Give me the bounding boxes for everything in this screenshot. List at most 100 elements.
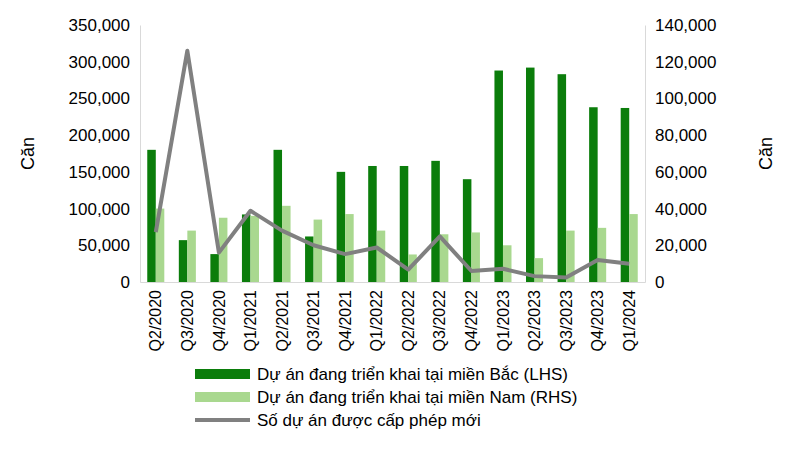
x-tick: Q3/2020 [179, 282, 196, 351]
line [156, 51, 629, 278]
y-tick: 250,000 [69, 89, 140, 108]
legend-label: Dự án đang triển khai tại miền Bắc (LHS) [257, 365, 568, 384]
legend-item: Dự án đang triển khai tại miền Nam (RHS) [195, 388, 577, 407]
legend-swatch [195, 369, 250, 379]
x-tick-label: Q3/2023 [558, 290, 575, 351]
y2-tick: 60,000 [645, 163, 707, 182]
x-tick-label: Q1/2021 [242, 290, 259, 351]
x-tick: Q4/2023 [589, 282, 606, 351]
chart: 0 50,000 100,000 150,000 200,000 250,000 300,0… [0, 0, 804, 458]
x-tick: Q3/2022 [431, 282, 448, 351]
bar [503, 245, 512, 282]
bar [337, 172, 346, 282]
x-tick: Q2/2021 [274, 282, 291, 351]
x-tick: Q2/2020 [147, 282, 164, 351]
y2-tick-label: 20,000 [655, 236, 707, 255]
y-tick-label: 0 [121, 273, 130, 292]
bar [431, 161, 440, 282]
legend-item: Dự án đang triển khai tại miền Bắc (LHS) [195, 365, 568, 384]
x-tick: Q1/2024 [621, 282, 638, 351]
marks [147, 51, 637, 282]
y-tick: 350,000 [69, 16, 140, 35]
x-tick: Q4/2021 [337, 282, 354, 351]
bar [282, 206, 291, 282]
y2-tick: 20,000 [645, 236, 707, 255]
legend-label: Số dự án được cấp phép mới [257, 411, 481, 430]
x-tick-label: Q2/2022 [400, 290, 417, 351]
bar [589, 107, 598, 282]
y2-tick-label: 140,000 [655, 16, 716, 35]
x-tick-label: Q2/2020 [147, 290, 164, 351]
y-tick-label: 250,000 [69, 89, 130, 108]
y-tick: 0 [121, 273, 140, 292]
y-tick: 150,000 [69, 163, 140, 182]
y-tick-label: 300,000 [69, 53, 130, 72]
y-tick: 100,000 [69, 200, 140, 219]
x-tick: Q1/2021 [242, 282, 259, 351]
y-tick-label: 100,000 [69, 200, 130, 219]
bar [368, 166, 377, 282]
x-tick: Q2/2023 [526, 282, 543, 351]
x-tick-label: Q1/2024 [621, 290, 638, 351]
y-tick-label: 150,000 [69, 163, 130, 182]
bar [526, 68, 535, 282]
bar [250, 216, 259, 282]
x-tick-label: Q4/2021 [337, 290, 354, 351]
y2-tick: 80,000 [645, 126, 707, 145]
y2-tick: 0 [645, 273, 664, 292]
bar [242, 214, 251, 282]
y2-tick: 100,000 [645, 89, 716, 108]
bar [314, 220, 323, 282]
bar [621, 108, 630, 282]
x-tick: Q1/2022 [368, 282, 385, 351]
bar [494, 71, 503, 282]
y-tick: 50,000 [78, 236, 140, 255]
bar [471, 232, 480, 282]
bar [210, 254, 219, 282]
x-tick-label: Q1/2023 [495, 290, 512, 351]
y-axis-title: Căn [18, 137, 38, 170]
bar [187, 231, 196, 282]
x-axis-line [141, 282, 646, 283]
bar [598, 228, 607, 282]
x-tick: Q3/2021 [305, 282, 322, 351]
y2-tick-label: 80,000 [655, 126, 707, 145]
x-tick-label: Q3/2022 [431, 290, 448, 351]
y-tick-label: 350,000 [69, 16, 130, 35]
legend: Dự án đang triển khai tại miền Bắc (LHS)… [195, 365, 577, 430]
x-tick-label: Q4/2020 [211, 290, 228, 351]
bar [147, 150, 156, 282]
x-tick-label: Q4/2023 [589, 290, 606, 351]
bar [274, 150, 283, 282]
y2-axis-title: Căn [756, 137, 776, 170]
legend-label: Dự án đang triển khai tại miền Nam (RHS) [257, 388, 577, 407]
y2-axis-line [645, 26, 646, 283]
y2-tick-label: 0 [655, 273, 664, 292]
x-tick-label: Q3/2021 [305, 290, 322, 351]
x-tick-label: Q3/2020 [179, 290, 196, 351]
bar [629, 214, 638, 282]
y-tick: 300,000 [69, 53, 140, 72]
y2-tick-label: 40,000 [655, 200, 707, 219]
y2-tick-label: 100,000 [655, 89, 716, 108]
y-axis: 0 50,000 100,000 150,000 200,000 250,000 300,0… [69, 16, 141, 292]
x-tick-label: Q1/2022 [368, 290, 385, 351]
x-tick-label: Q4/2022 [463, 290, 480, 351]
legend-swatch [195, 418, 250, 422]
y-tick-label: 200,000 [69, 126, 130, 145]
y-tick: 200,000 [69, 126, 140, 145]
x-tick: Q4/2022 [463, 282, 480, 351]
legend-swatch [195, 392, 250, 402]
y2-tick-label: 120,000 [655, 53, 716, 72]
y2-tick: 40,000 [645, 200, 707, 219]
plot: 0 50,000 100,000 150,000 200,000 250,000 300,0… [69, 16, 717, 351]
y2-tick: 120,000 [645, 53, 716, 72]
y2-tick: 140,000 [645, 16, 716, 35]
y-tick-label: 50,000 [78, 236, 130, 255]
bar-series [156, 206, 638, 282]
bar [377, 231, 386, 282]
x-axis: Q2/2020 Q3/2020 Q4/2020 Q1/2021 Q2/2021 Q3/20… [141, 282, 646, 351]
x-tick: Q4/2020 [211, 282, 228, 351]
legend-item: Số dự án được cấp phép mới [195, 411, 481, 430]
x-tick: Q1/2023 [495, 282, 512, 351]
